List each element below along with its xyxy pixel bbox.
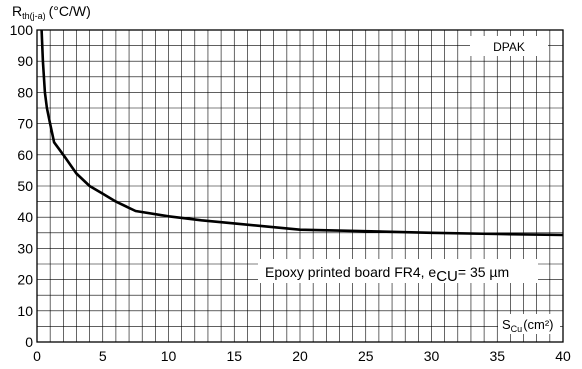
legend-label-dpak: DPAK	[493, 40, 525, 54]
x-tick-label: 30	[424, 348, 440, 364]
y-tick-label: 30	[17, 240, 33, 256]
x-tick-label: 15	[226, 348, 242, 364]
thermal-resistance-curve	[40, 29, 564, 237]
annotation-box	[258, 259, 538, 283]
plot-frame	[36, 29, 564, 343]
y-tick-label: 0	[25, 334, 33, 350]
y-axis-label: Rth(j-a) (°C/W)	[12, 3, 91, 21]
x-tick-label: 25	[358, 348, 374, 364]
y-axis-ticks: 0 10 20 30 40 50 60 70 80 90 100	[10, 22, 34, 350]
y-tick-label: 70	[17, 116, 33, 132]
x-axis-label-box	[498, 314, 560, 334]
x-tick-label: 0	[33, 348, 41, 364]
y-tick-label: 60	[17, 147, 33, 163]
y-tick-label: 100	[10, 22, 34, 38]
y-tick-label: 40	[17, 209, 33, 225]
x-tick-label: 35	[489, 348, 505, 364]
x-tick-label: 10	[161, 348, 177, 364]
y-tick-label: 80	[17, 84, 33, 100]
x-tick-label: 40	[555, 348, 571, 364]
annotation-label: Epoxy printed board FR4, eCU= 35 µm	[265, 264, 509, 285]
x-axis-ticks: 0 5 10 15 20 25 30 35 40	[33, 348, 571, 364]
x-tick-label: 20	[292, 348, 308, 364]
x-tick-label: 5	[99, 348, 107, 364]
grid	[37, 30, 563, 342]
legend-box	[470, 36, 548, 56]
y-tick-label: 20	[17, 272, 33, 288]
y-tick-label: 50	[17, 178, 33, 194]
y-tick-label: 90	[17, 53, 33, 69]
x-axis-label: SCu(cm²)	[502, 317, 554, 334]
y-tick-label: 10	[17, 303, 33, 319]
